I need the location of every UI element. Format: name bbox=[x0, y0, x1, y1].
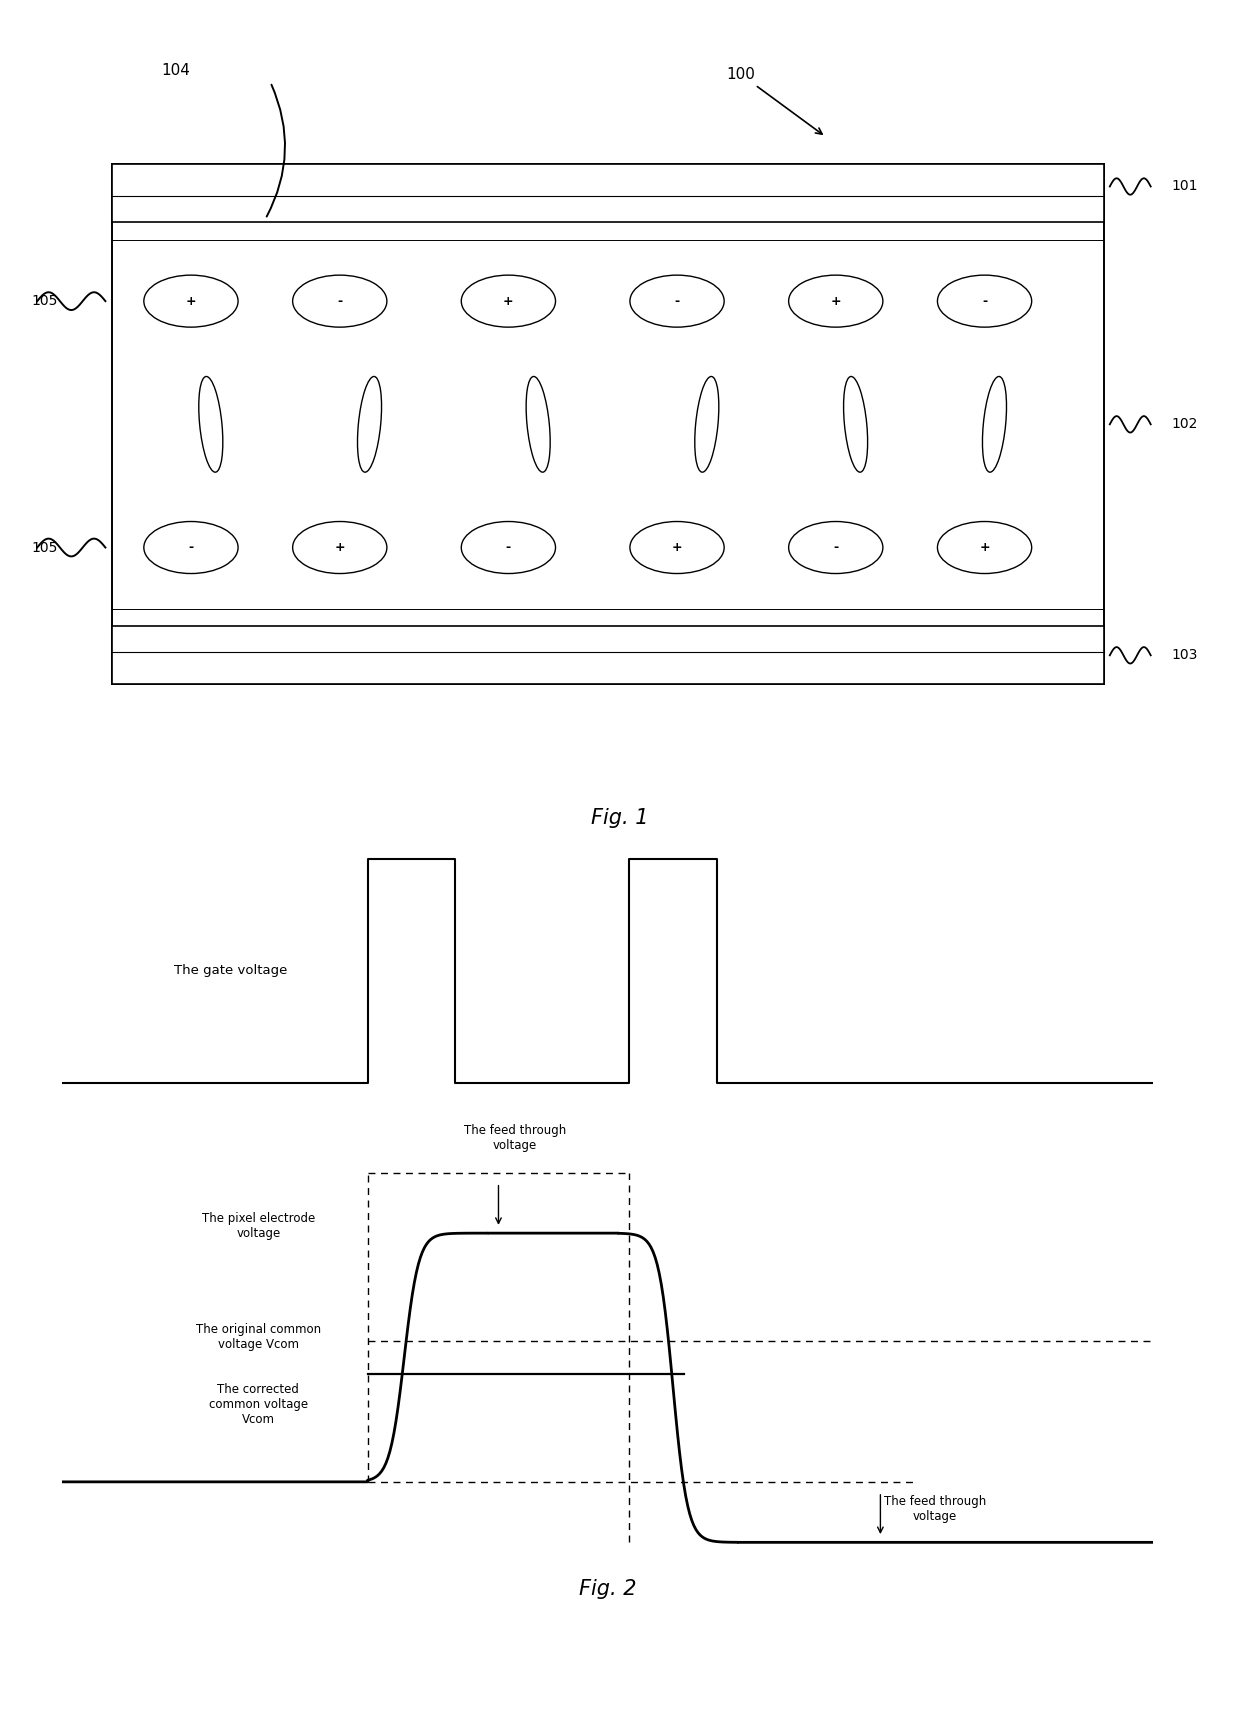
Text: 104: 104 bbox=[161, 63, 190, 79]
Text: Fig. 1: Fig. 1 bbox=[591, 808, 649, 828]
Bar bbox=[112, 164, 1104, 684]
Text: -: - bbox=[833, 541, 838, 554]
Text: 100: 100 bbox=[727, 67, 822, 133]
Text: +: + bbox=[831, 294, 841, 308]
Text: Fig. 2: Fig. 2 bbox=[579, 1579, 636, 1600]
Ellipse shape bbox=[526, 376, 551, 472]
Text: -: - bbox=[675, 294, 680, 308]
Text: The pixel electrode
voltage: The pixel electrode voltage bbox=[202, 1213, 315, 1240]
Text: 102: 102 bbox=[1172, 417, 1198, 431]
Text: 103: 103 bbox=[1172, 648, 1198, 662]
Text: The gate voltage: The gate voltage bbox=[175, 965, 288, 977]
Text: 105: 105 bbox=[31, 541, 57, 554]
Text: The corrected
common voltage
Vcom: The corrected common voltage Vcom bbox=[208, 1382, 308, 1425]
Text: The original common
voltage Vcom: The original common voltage Vcom bbox=[196, 1323, 321, 1352]
Text: +: + bbox=[335, 541, 345, 554]
Text: The feed through
voltage: The feed through voltage bbox=[464, 1124, 565, 1153]
Ellipse shape bbox=[694, 376, 719, 472]
Text: -: - bbox=[188, 541, 193, 554]
Bar bbox=[112, 164, 1104, 222]
Text: -: - bbox=[337, 294, 342, 308]
Bar bbox=[112, 626, 1104, 684]
Text: 101: 101 bbox=[1172, 180, 1198, 193]
Ellipse shape bbox=[843, 376, 868, 472]
Ellipse shape bbox=[357, 376, 382, 472]
Text: +: + bbox=[980, 541, 990, 554]
Text: +: + bbox=[503, 294, 513, 308]
Text: +: + bbox=[672, 541, 682, 554]
Text: The feed through
voltage: The feed through voltage bbox=[884, 1495, 986, 1523]
Text: -: - bbox=[982, 294, 987, 308]
Ellipse shape bbox=[982, 376, 1007, 472]
Text: +: + bbox=[186, 294, 196, 308]
Text: 105: 105 bbox=[31, 294, 57, 308]
Ellipse shape bbox=[198, 376, 223, 472]
Text: -: - bbox=[506, 541, 511, 554]
